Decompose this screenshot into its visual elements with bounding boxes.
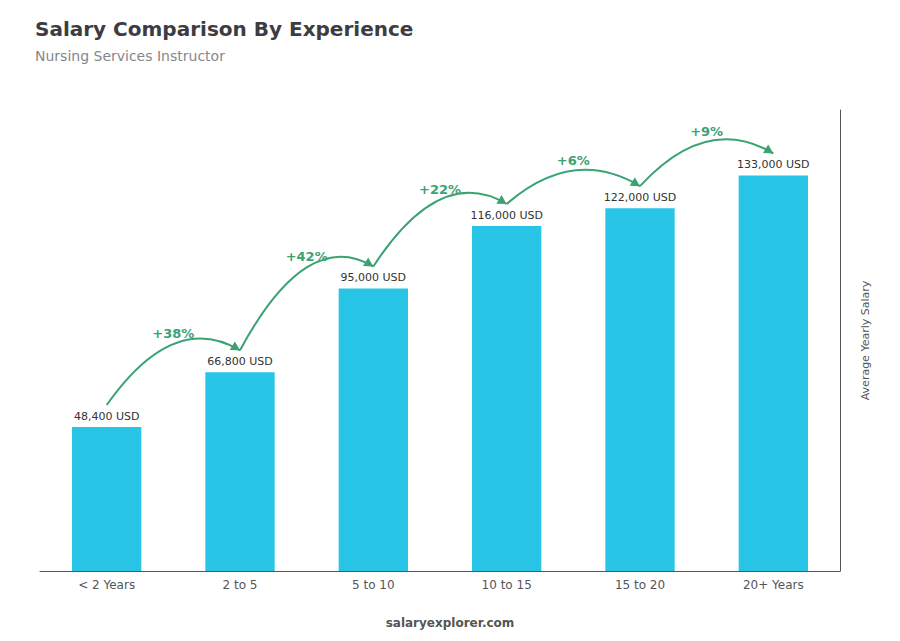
svg-text:10 to 15: 10 to 15	[482, 578, 532, 592]
svg-text:salaryexplorer.com: salaryexplorer.com	[386, 616, 515, 630]
svg-text:20+ Years: 20+ Years	[743, 578, 804, 592]
svg-text:Average Yearly Salary: Average Yearly Salary	[859, 280, 872, 400]
svg-text:2 to 5: 2 to 5	[223, 578, 258, 592]
svg-text:Salary Comparison By Experienc: Salary Comparison By Experience	[35, 17, 413, 41]
svg-text:+22%: +22%	[419, 182, 461, 197]
svg-text:+38%: +38%	[152, 326, 194, 341]
svg-text:Nursing Services Instructor: Nursing Services Instructor	[35, 48, 225, 64]
svg-text:116,000 USD: 116,000 USD	[470, 209, 543, 222]
svg-text:122,000 USD: 122,000 USD	[604, 191, 677, 204]
svg-text:+42%: +42%	[286, 249, 328, 264]
svg-text:+6%: +6%	[557, 153, 590, 168]
svg-text:133,000 USD: 133,000 USD	[737, 158, 810, 171]
svg-text:15 to 20: 15 to 20	[615, 578, 665, 592]
svg-text:48,400 USD: 48,400 USD	[74, 410, 140, 423]
svg-text:66,800 USD: 66,800 USD	[207, 355, 273, 368]
svg-text:95,000 USD: 95,000 USD	[341, 271, 407, 284]
svg-text:< 2 Years: < 2 Years	[78, 578, 135, 592]
svg-text:+9%: +9%	[690, 124, 723, 139]
svg-text:5 to 10: 5 to 10	[352, 578, 395, 592]
